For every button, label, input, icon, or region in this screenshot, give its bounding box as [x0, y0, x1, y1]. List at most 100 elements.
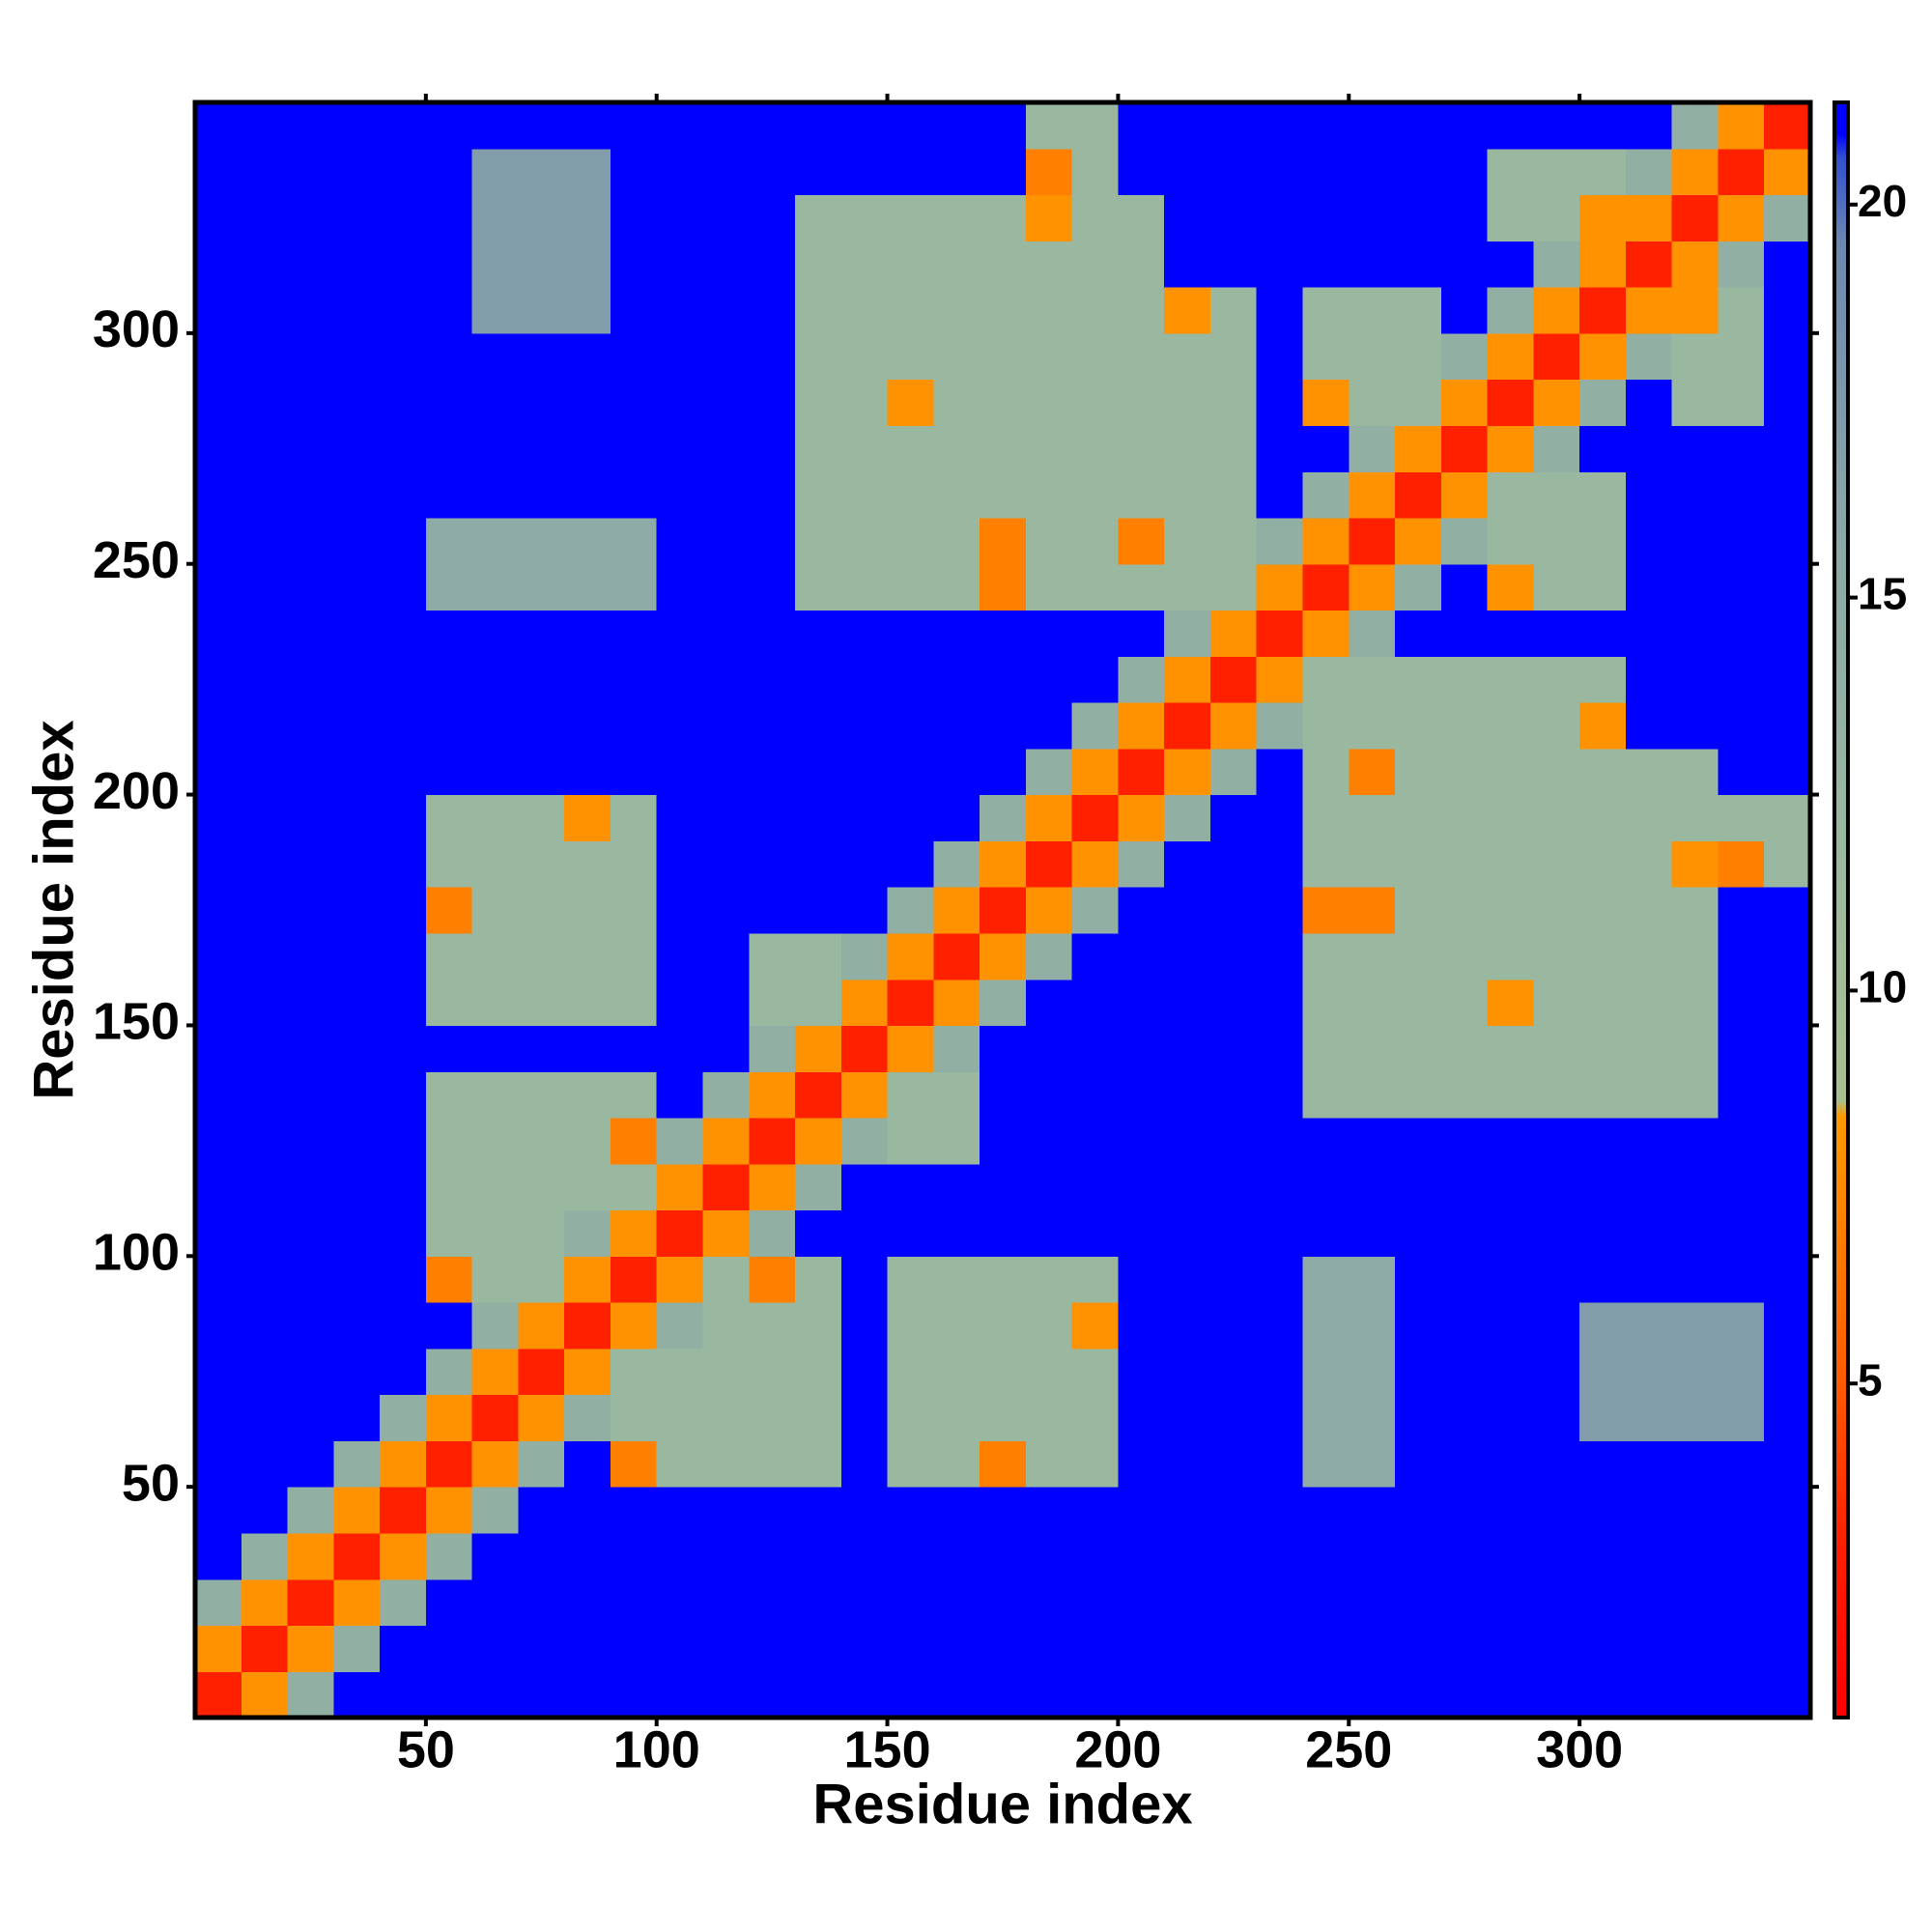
heatmap-cell: [1487, 194, 1534, 242]
heatmap-cell: [1025, 425, 1073, 472]
heatmap-cell: [1395, 1532, 1442, 1580]
heatmap-cell: [333, 610, 381, 657]
heatmap-cell: [933, 241, 980, 288]
heatmap-cell: [1256, 794, 1304, 841]
heatmap-cell: [195, 102, 242, 150]
heatmap-cell: [1349, 1487, 1396, 1534]
heatmap-cell: [333, 102, 381, 150]
heatmap-cell: [840, 563, 889, 611]
heatmap-cell: [287, 1532, 334, 1580]
heatmap-cell: [1071, 1625, 1120, 1672]
heatmap-cell: [1349, 1025, 1396, 1072]
heatmap-cell: [840, 1348, 889, 1396]
heatmap-cell: [287, 979, 334, 1027]
heatmap-cell: [380, 1071, 427, 1119]
heatmap-cell: [933, 932, 980, 980]
heatmap-cell: [749, 379, 796, 426]
heatmap-cell: [1395, 148, 1442, 196]
heatmap-cell: [471, 794, 519, 841]
heatmap-cell: [1395, 471, 1442, 519]
colorbar-tick-label: 10: [1858, 962, 1907, 1012]
heatmap-cell: [425, 1025, 473, 1072]
heatmap-cell: [702, 563, 750, 611]
heatmap-cell: [1256, 471, 1304, 519]
heatmap-cell: [1533, 656, 1580, 703]
heatmap-cell: [1118, 1394, 1165, 1441]
heatmap-cell: [333, 1302, 381, 1350]
heatmap-cell: [749, 517, 796, 565]
heatmap-cell: [1209, 563, 1258, 611]
heatmap-cell: [887, 1209, 934, 1257]
heatmap-cell: [518, 1487, 565, 1534]
heatmap-cell: [1071, 1348, 1120, 1396]
heatmap-cell: [1718, 840, 1765, 888]
heatmap-cell: [333, 563, 381, 611]
heatmap-cell: [1579, 102, 1627, 150]
heatmap-cell: [1671, 148, 1719, 196]
heatmap-cell: [1764, 1487, 1811, 1534]
heatmap-cell: [518, 1578, 565, 1627]
heatmap-cell: [1395, 1625, 1442, 1672]
heatmap-cell: [425, 1532, 473, 1580]
x-axis-title: Residue index: [812, 1773, 1192, 1835]
heatmap-cell: [1071, 932, 1120, 980]
heatmap-cell: [980, 287, 1027, 334]
heatmap-cell: [1164, 287, 1211, 334]
heatmap-cell: [702, 1163, 750, 1211]
heatmap-cell: [840, 1487, 889, 1534]
heatmap-cell: [1302, 840, 1350, 888]
heatmap-cell: [656, 1209, 704, 1257]
heatmap-cell: [1256, 656, 1304, 703]
heatmap-cell: [333, 702, 381, 750]
heatmap-cell: [840, 887, 889, 934]
heatmap-cell: [287, 656, 334, 703]
heatmap-cell: [1579, 241, 1627, 288]
heatmap-cell: [1209, 1025, 1258, 1072]
heatmap-cell: [1533, 702, 1580, 750]
heatmap-cell: [1671, 1671, 1719, 1719]
heatmap-cell: [1625, 1348, 1673, 1396]
heatmap-cell: [610, 1671, 658, 1719]
heatmap-cell: [287, 332, 334, 381]
heatmap-cell: [564, 517, 611, 565]
heatmap-cell: [656, 287, 704, 334]
heatmap-cell: [1764, 194, 1811, 242]
heatmap-cell: [1718, 1394, 1765, 1441]
heatmap-cell: [1625, 1025, 1673, 1072]
heatmap-cell: [564, 241, 611, 288]
heatmap-cell: [1671, 425, 1719, 472]
heatmap-cell: [887, 517, 934, 565]
heatmap-cell: [749, 332, 796, 381]
heatmap-cell: [1071, 517, 1120, 565]
heatmap-cell: [287, 794, 334, 841]
heatmap-cell: [333, 241, 381, 288]
heatmap-cell: [1764, 748, 1811, 796]
heatmap-cell: [1718, 425, 1765, 472]
heatmap-cell: [1533, 471, 1580, 519]
heatmap-cell: [1025, 1209, 1073, 1257]
heatmap-cell: [702, 194, 750, 242]
heatmap-cell: [1671, 1302, 1719, 1350]
heatmap-cell: [564, 1440, 611, 1488]
heatmap-cell: [1718, 517, 1765, 565]
heatmap-cell: [749, 1256, 796, 1303]
heatmap-cell: [1718, 379, 1765, 426]
heatmap-cell: [518, 748, 565, 796]
heatmap-cell: [795, 1117, 842, 1165]
heatmap-cell: [933, 887, 980, 934]
heatmap-cell: [1209, 1117, 1258, 1165]
heatmap-cell: [1209, 332, 1258, 381]
heatmap-cell: [1533, 979, 1580, 1027]
heatmap-cell: [749, 1671, 796, 1719]
heatmap-cell: [1764, 1671, 1811, 1719]
heatmap-cell: [1625, 241, 1673, 288]
heatmap-cell: [1071, 840, 1120, 888]
heatmap-cell: [1025, 563, 1073, 611]
heatmap-cell: [656, 1671, 704, 1719]
heatmap-cell: [1256, 102, 1304, 150]
heatmap-cell: [1256, 517, 1304, 565]
heatmap-cell: [287, 379, 334, 426]
heatmap-cell: [1440, 1671, 1489, 1719]
heatmap-cell: [933, 287, 980, 334]
heatmap-cell: [1164, 794, 1211, 841]
